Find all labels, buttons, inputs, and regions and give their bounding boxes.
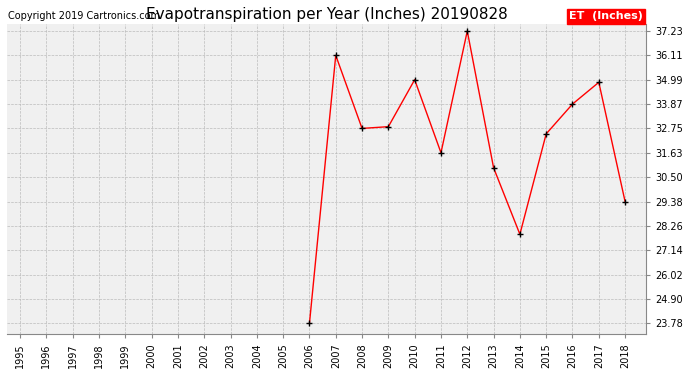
Text: ET  (Inches): ET (Inches) bbox=[569, 11, 643, 21]
Title: Evapotranspiration per Year (Inches) 20190828: Evapotranspiration per Year (Inches) 201… bbox=[146, 7, 507, 22]
Text: Copyright 2019 Cartronics.com: Copyright 2019 Cartronics.com bbox=[8, 11, 159, 21]
